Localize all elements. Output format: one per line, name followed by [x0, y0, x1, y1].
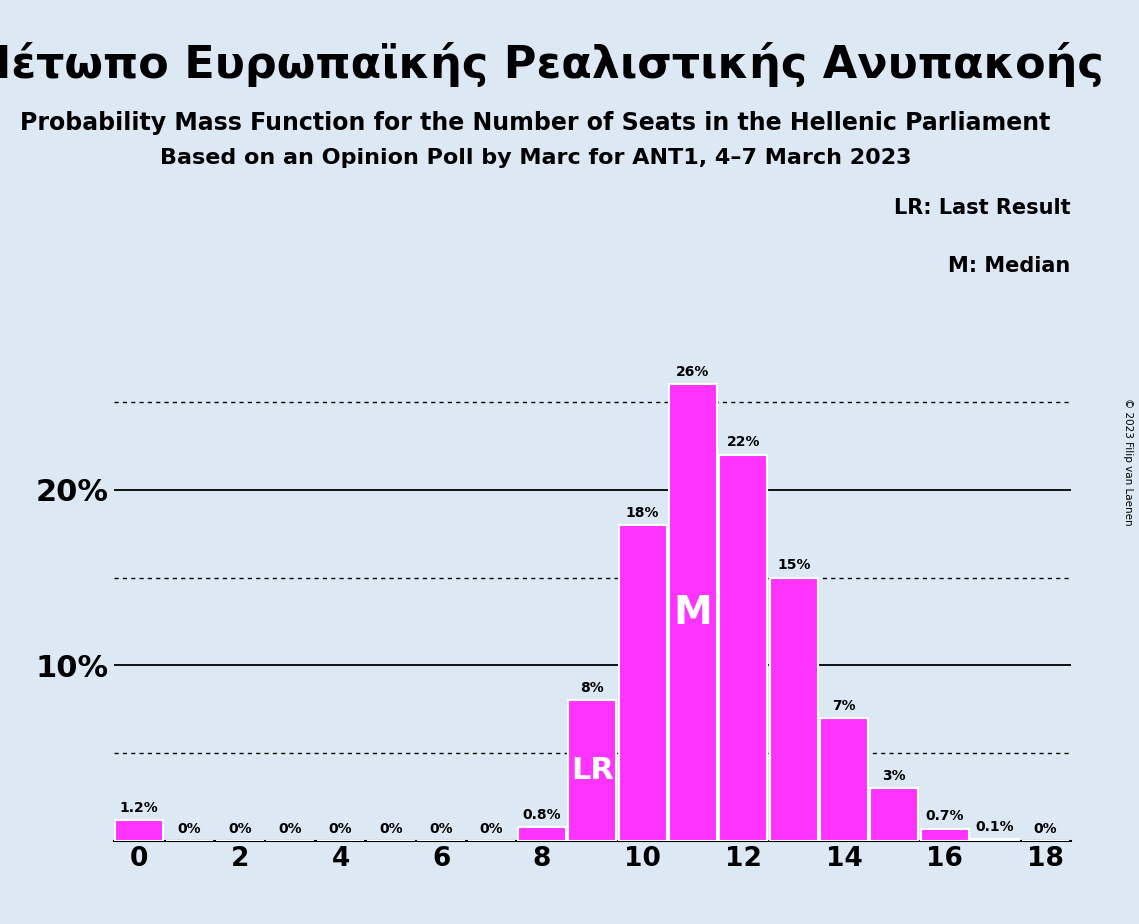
Bar [870, 788, 918, 841]
Text: 0%: 0% [278, 821, 302, 835]
Text: 0.8%: 0.8% [523, 808, 562, 821]
Bar [518, 827, 566, 841]
Text: 18%: 18% [626, 505, 659, 519]
Text: 0%: 0% [228, 821, 252, 835]
Text: Probability Mass Function for the Number of Seats in the Hellenic Parliament: Probability Mass Function for the Number… [21, 111, 1050, 135]
Bar [920, 829, 968, 841]
Text: © 2023 Filip van Laenen: © 2023 Filip van Laenen [1123, 398, 1133, 526]
Text: 0.1%: 0.1% [976, 820, 1015, 833]
Text: M: M [673, 593, 712, 632]
Bar [770, 578, 818, 841]
Text: 0%: 0% [429, 821, 453, 835]
Bar [115, 820, 163, 841]
Text: 0%: 0% [178, 821, 202, 835]
Bar [720, 455, 768, 841]
Text: 0%: 0% [1034, 821, 1057, 835]
Text: M: Median: M: Median [949, 256, 1071, 276]
Bar [568, 700, 616, 841]
Text: 1.2%: 1.2% [120, 800, 158, 815]
Text: 0%: 0% [379, 821, 403, 835]
Text: 8%: 8% [581, 681, 604, 695]
Text: 7%: 7% [833, 699, 855, 712]
Text: 0%: 0% [480, 821, 503, 835]
Text: 0.7%: 0.7% [926, 809, 964, 823]
Text: Μέτωπο Ευρωπαϊκής Ρεαλιστικής Ανυπακοής: Μέτωπο Ευρωπαϊκής Ρεαλιστικής Ανυπακοής [0, 42, 1104, 87]
Text: 0%: 0% [329, 821, 352, 835]
Text: LR: LR [571, 756, 614, 785]
Text: 3%: 3% [883, 769, 907, 783]
Text: LR: Last Result: LR: Last Result [894, 199, 1071, 218]
Text: 15%: 15% [777, 558, 811, 572]
Bar [972, 839, 1019, 841]
Bar [820, 718, 868, 841]
Text: 22%: 22% [727, 435, 760, 449]
Bar [618, 525, 666, 841]
Bar [669, 384, 716, 841]
Text: 26%: 26% [677, 365, 710, 379]
Text: Based on an Opinion Poll by Marc for ANT1, 4–7 March 2023: Based on an Opinion Poll by Marc for ANT… [159, 148, 911, 168]
